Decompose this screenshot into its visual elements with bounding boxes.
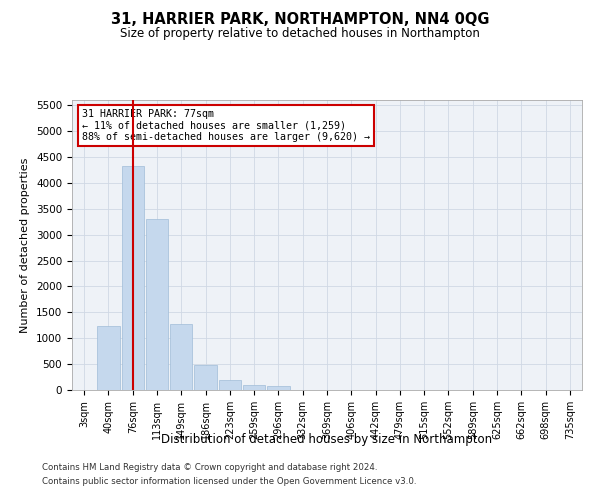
Bar bbox=[146, 219, 168, 390]
Bar bbox=[97, 326, 119, 390]
Y-axis label: Number of detached properties: Number of detached properties bbox=[20, 158, 31, 332]
Text: Size of property relative to detached houses in Northampton: Size of property relative to detached ho… bbox=[120, 28, 480, 40]
Bar bbox=[194, 364, 217, 390]
Text: Distribution of detached houses by size in Northampton: Distribution of detached houses by size … bbox=[161, 432, 493, 446]
Text: 31 HARRIER PARK: 77sqm
← 11% of detached houses are smaller (1,259)
88% of semi-: 31 HARRIER PARK: 77sqm ← 11% of detached… bbox=[82, 108, 370, 142]
Bar bbox=[170, 324, 193, 390]
Bar bbox=[243, 385, 265, 390]
Text: 31, HARRIER PARK, NORTHAMPTON, NN4 0QG: 31, HARRIER PARK, NORTHAMPTON, NN4 0QG bbox=[111, 12, 489, 28]
Text: Contains HM Land Registry data © Crown copyright and database right 2024.: Contains HM Land Registry data © Crown c… bbox=[42, 464, 377, 472]
Bar bbox=[122, 166, 144, 390]
Text: Contains public sector information licensed under the Open Government Licence v3: Contains public sector information licen… bbox=[42, 477, 416, 486]
Bar bbox=[267, 386, 290, 390]
Bar bbox=[218, 380, 241, 390]
